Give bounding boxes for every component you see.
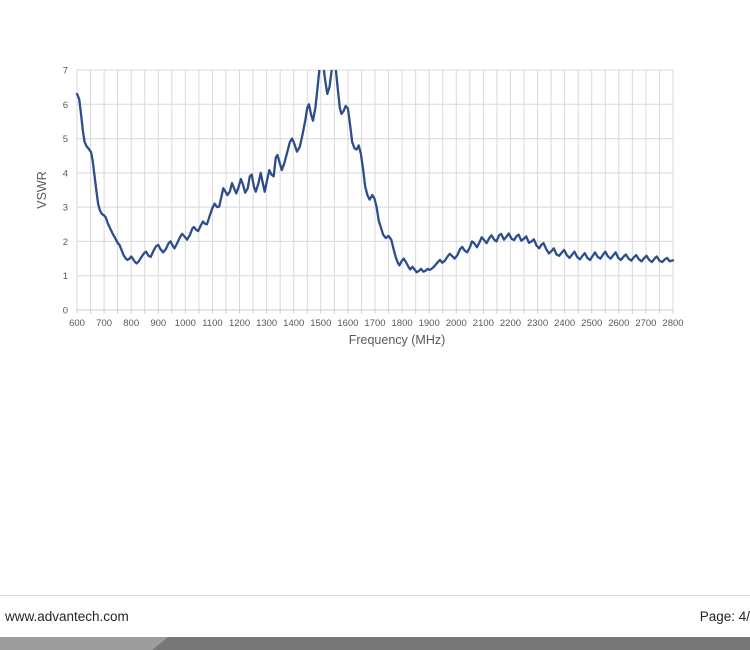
vswr-series-line	[75, 70, 675, 274]
y-tick-label: 3	[63, 203, 68, 214]
x-tick-label: 2400	[554, 318, 575, 329]
x-axis-title: Frequency (MHz)	[349, 333, 446, 347]
page-footer: www.advantech.com Page: 4/	[0, 603, 750, 629]
x-tick-label: 2000	[446, 318, 467, 329]
chart-gridlines	[76, 69, 674, 311]
x-tick-label: 1100	[202, 318, 222, 329]
y-tick-label: 6	[63, 100, 68, 111]
footer-website-link[interactable]: www.advantech.com	[5, 608, 129, 624]
x-tick-label: 2600	[608, 318, 629, 329]
y-tick-label: 4	[63, 168, 68, 179]
x-tick-label: 700	[96, 318, 112, 329]
x-tick-label: 1800	[392, 318, 413, 329]
x-tick-label: 1500	[310, 318, 331, 329]
x-tick-label: 1400	[283, 318, 304, 329]
x-tick-label: 2800	[662, 318, 683, 329]
x-tick-label: 600	[69, 318, 85, 329]
footer-accent-bar	[0, 637, 750, 650]
x-tick-label: 1000	[175, 318, 196, 329]
vswr-chart: 0 1 2 3 4 5 6 7 600 700 800 900 1000 1100 1200 1300 1400…	[35, 66, 684, 348]
y-tick-label: 5	[63, 134, 68, 145]
x-tick-label: 800	[123, 318, 139, 329]
y-tick-label: 0	[63, 306, 68, 317]
footer-page-number: Page: 4/	[699, 608, 750, 624]
x-tick-label: 2300	[527, 318, 548, 329]
x-tick-label: 2700	[635, 318, 656, 329]
y-tick-label: 2	[63, 237, 68, 248]
x-axis	[76, 309, 674, 314]
y-tick-label: 7	[63, 66, 68, 77]
x-tick-label: 1300	[256, 318, 277, 329]
y-axis-title: VSWR	[35, 171, 49, 209]
x-tick-label: 2500	[581, 318, 602, 329]
x-tick-label: 900	[150, 318, 166, 329]
footer-divider	[0, 595, 750, 596]
x-tick-label: 1700	[364, 318, 385, 329]
x-tick-label: 2200	[500, 318, 521, 329]
x-tick-label: 1600	[337, 318, 358, 329]
x-tick-label: 1200	[229, 318, 250, 329]
y-tick-label: 1	[63, 271, 68, 282]
x-tick-label: 1900	[419, 318, 440, 329]
x-tick-label: 2100	[473, 318, 494, 329]
footer-accent-bar-dark-segment	[152, 637, 750, 650]
vswr-chart-svg: 0 1 2 3 4 5 6 7 600 700 800 900 1000 1100 1200 1300 1400…	[35, 66, 684, 348]
